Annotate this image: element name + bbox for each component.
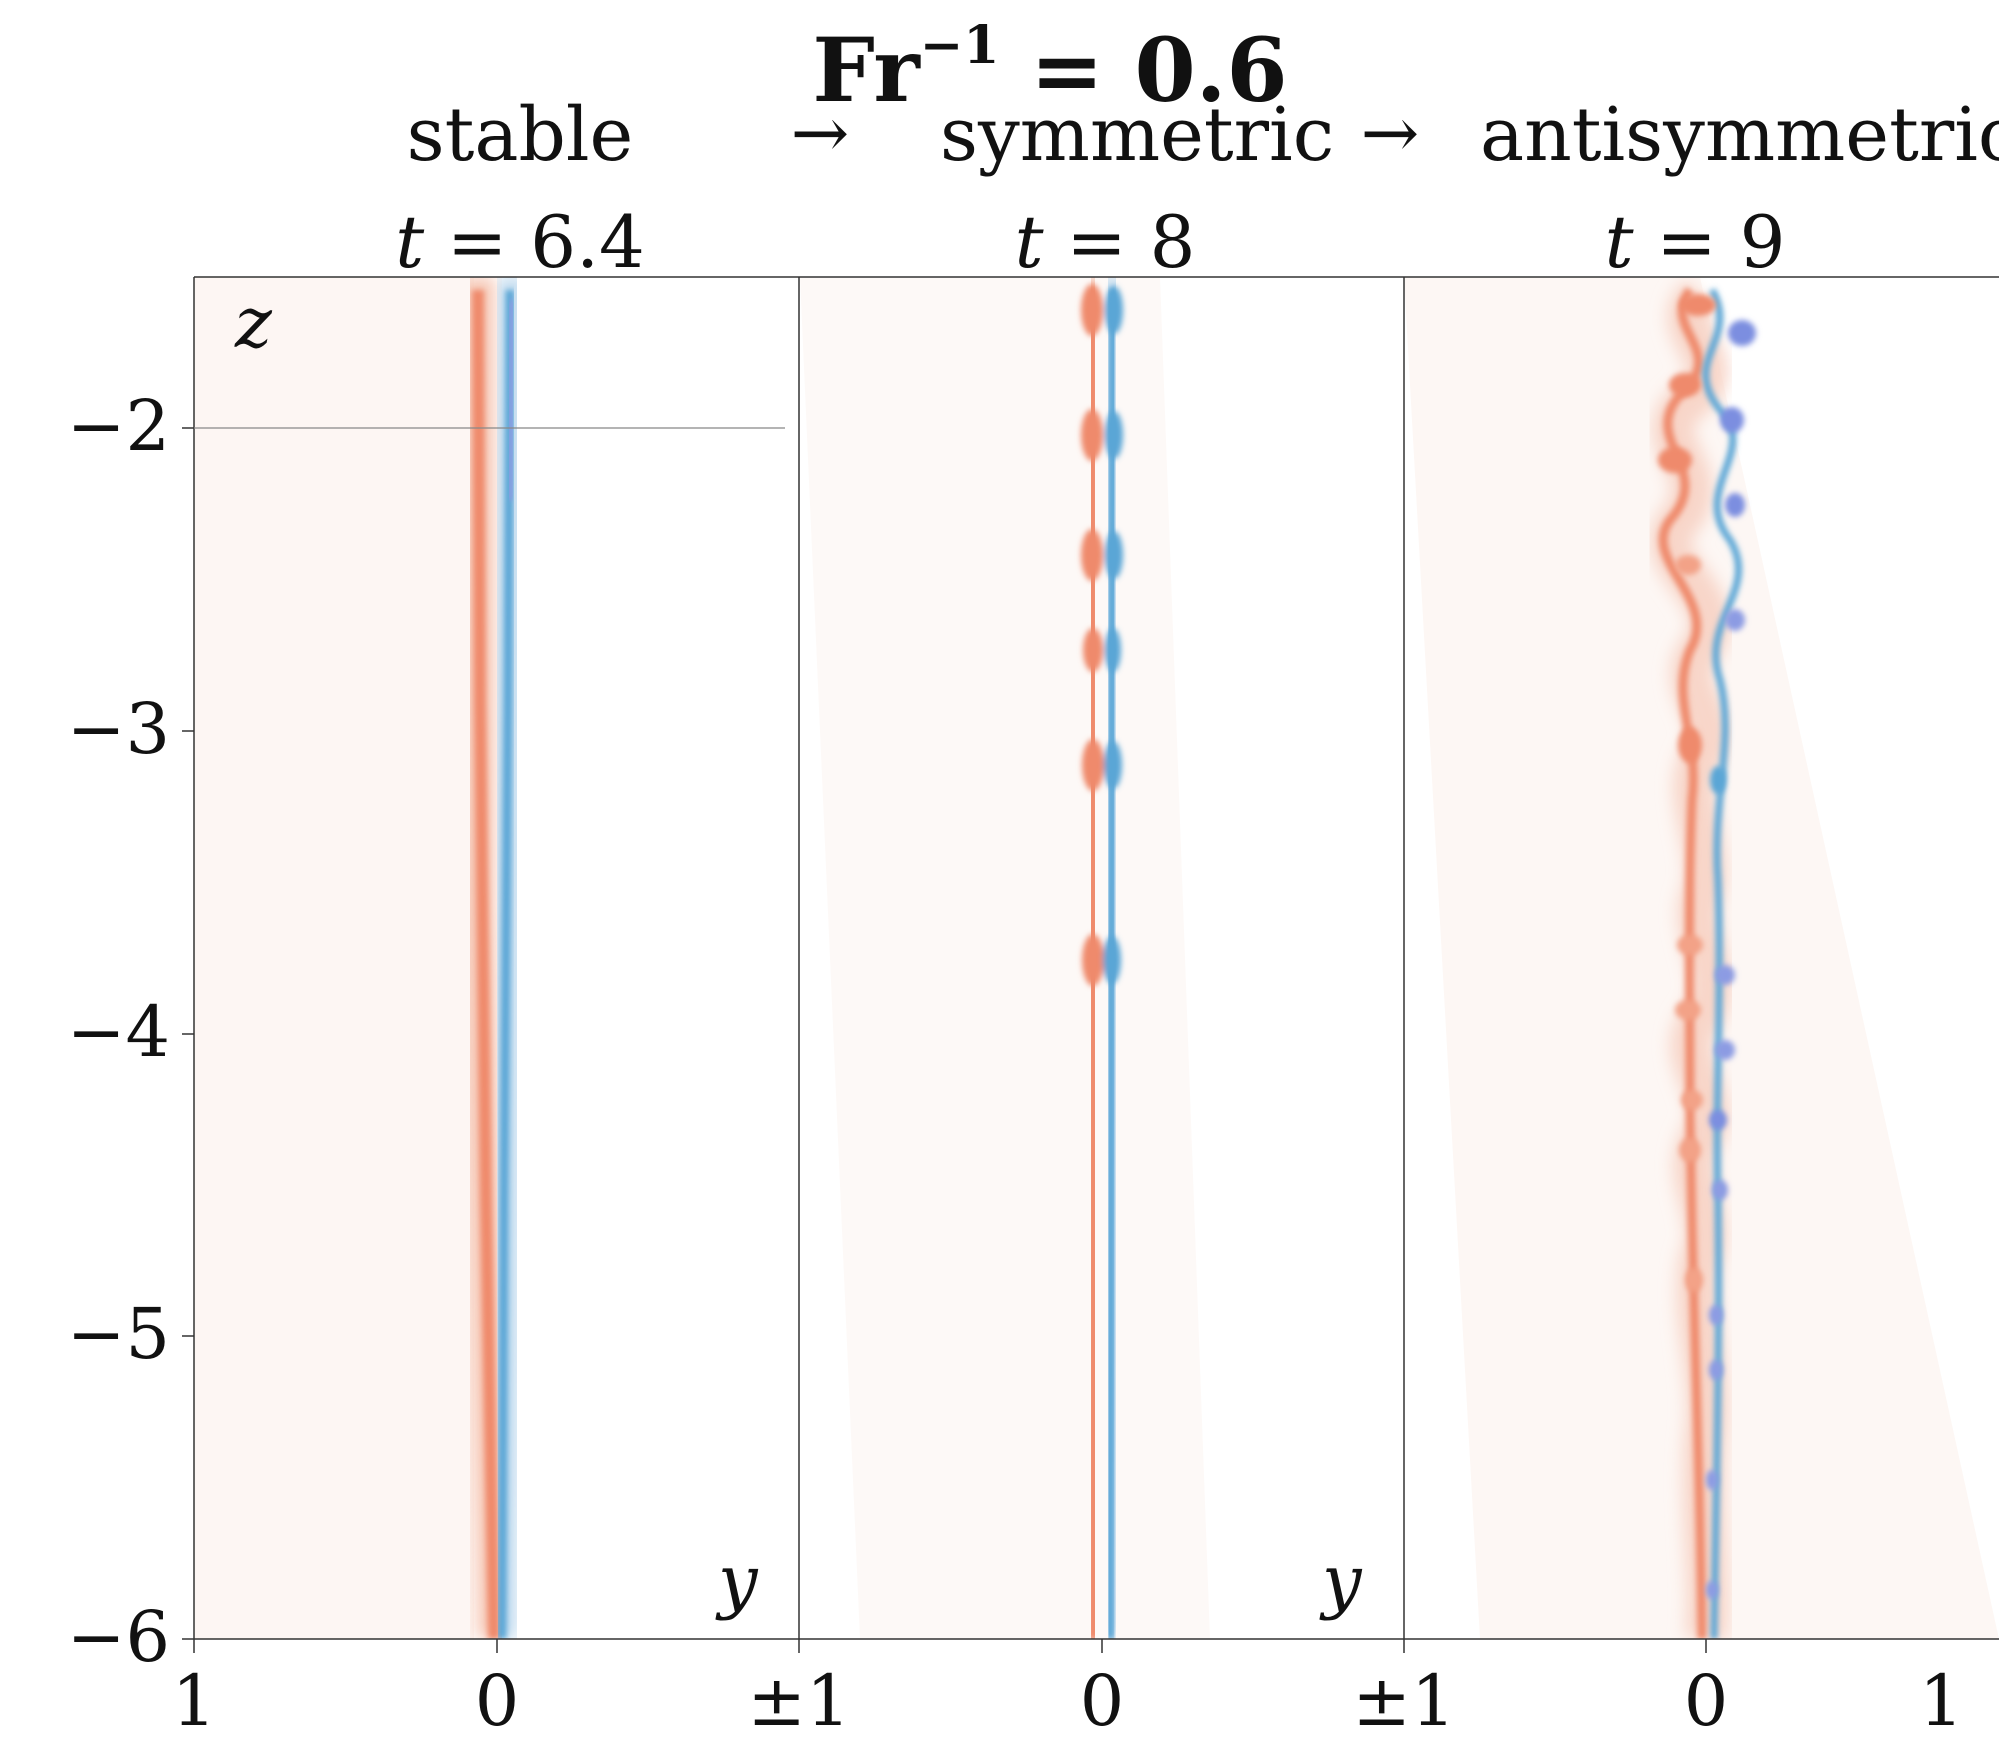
y-tick-label: 0 [474,1660,520,1742]
y-tick-label: ±1 [1352,1660,1456,1742]
regime-label-symmetric: symmetric [940,92,1335,178]
arrow-icon: → [1360,92,1420,174]
panel-1-negative-core [507,299,515,501]
panel-3-vortex-street [1649,279,1756,1639]
regime-label-stable: stable [406,92,634,178]
panel-1-background [194,277,474,1639]
title-base: Fr [812,18,920,122]
time-label-panel-3: t = 9 [1604,200,1786,284]
regime-label-antisymmetric: antisymmetric [1480,92,1999,178]
y-tick-label: 1 [171,1660,217,1742]
y-axis-label-panel-1: y [718,1540,758,1622]
panel-3-positive-sheet [1658,287,1707,1639]
z-ticks [182,427,194,1640]
z-tick-label: −3 [66,688,170,770]
time-label-panel-1: t = 6.4 [395,200,645,284]
panel-2-vortex-blobs [1081,284,1123,986]
y-ticks [193,1639,1707,1653]
figure-title: Fr−1 = 0.6 [0,14,1999,122]
z-tick-label: −2 [66,385,170,467]
title-value: = 0.6 [999,18,1288,122]
z-axis-label: z [235,282,272,364]
z-tick-label: −5 [66,1293,170,1375]
arrow-icon: → [790,92,850,174]
y-tick-label: ±1 [747,1660,851,1742]
y-axis-label-panel-2: y [1322,1540,1362,1622]
z-tick-label: −4 [66,991,170,1073]
time-label-panel-2: t = 8 [1014,200,1196,284]
z-tick-label: −6 [66,1596,170,1678]
panel-3-vortex-blobs [1658,294,1756,1599]
panel-2-background [800,277,1210,1639]
y-tick-label: 0 [1079,1660,1125,1742]
panel-2-vortex-pair [1075,277,1129,1639]
y-tick-label: 1 [1919,1660,1964,1742]
title-exponent: −1 [919,14,1000,76]
panel-1-positive-vortex [472,289,500,1639]
panel-1-vortex-pair [461,277,527,1639]
y-tick-label: 0 [1683,1660,1729,1742]
